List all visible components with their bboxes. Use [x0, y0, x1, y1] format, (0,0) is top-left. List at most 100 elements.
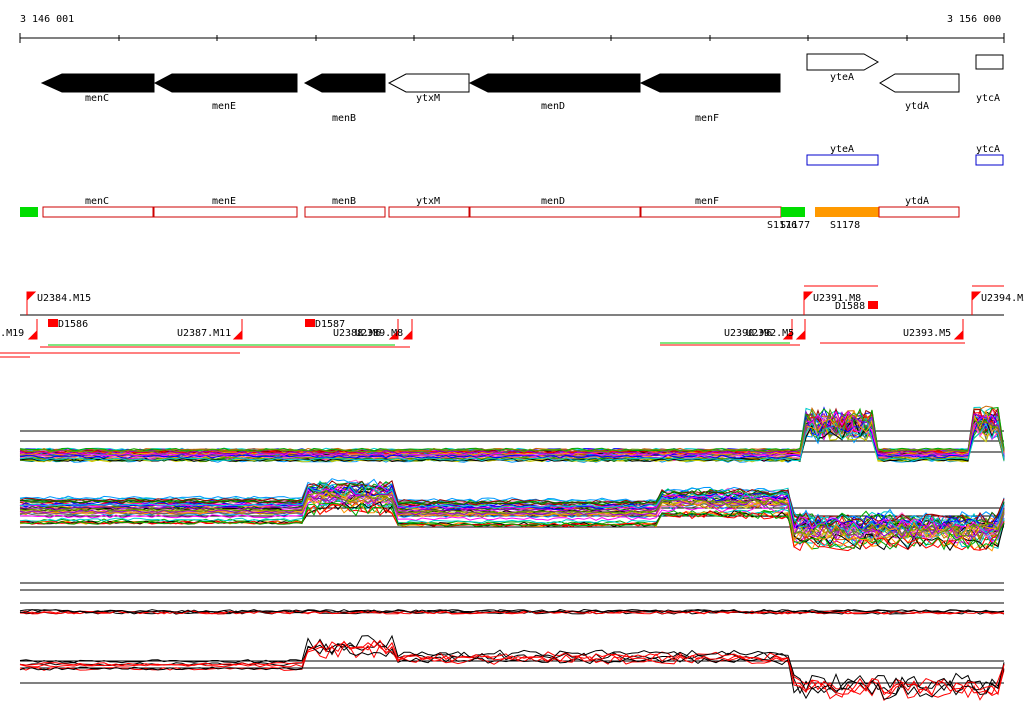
gene-arrow-ytxM[interactable]	[387, 73, 470, 93]
lower-flag-U2390[interactable]	[782, 319, 793, 340]
segment-label-S1176: S1176	[767, 220, 797, 231]
marker-label-U2394: U2394.M5	[981, 293, 1024, 304]
segment-orange[interactable]	[815, 207, 879, 217]
lower-flag-U2389[interactable]	[402, 319, 413, 340]
lower-marker-label-U2392: U2392.M5	[746, 328, 794, 339]
expression-trace	[19, 608, 1005, 613]
transcript-box-menC[interactable]	[42, 206, 154, 218]
gene-label-menF: menF	[695, 113, 719, 124]
blue-feature-track: yteA ytcA	[806, 144, 1004, 166]
expression-trace	[19, 609, 1005, 614]
gene-arrow-menC[interactable]	[40, 73, 155, 93]
expression-trace	[19, 484, 1005, 535]
lower-flag-U2385[interactable]	[27, 319, 38, 340]
gene-label-ytcA: ytcA	[976, 93, 1000, 104]
gene-arrow-ytcA[interactable]	[975, 54, 1004, 70]
segment-label-S1178: S1178	[830, 220, 860, 231]
transcript-box-menE[interactable]	[153, 206, 298, 218]
gene-arrow-yteA[interactable]	[806, 53, 880, 71]
transcript-label-menF: menF	[695, 196, 719, 207]
transcript-label-ytdA: ytdA	[905, 196, 929, 207]
lower-marker-label-U2393: U2393.M5	[903, 328, 951, 339]
expression-panel-3	[19, 582, 1005, 615]
d-marker-D1586[interactable]	[48, 319, 58, 327]
d-marker-label-D1588: D1588	[835, 301, 865, 312]
gene-label-menB: menB	[332, 113, 356, 124]
d-marker-D1587[interactable]	[305, 319, 315, 327]
transcript-label-menD: menD	[541, 196, 565, 207]
gene-arrow-menB[interactable]	[303, 73, 386, 93]
axis-end-label: 3 156 000	[947, 14, 1002, 25]
expression-trace	[19, 481, 1005, 531]
transcript-label-menC: menC	[85, 196, 109, 207]
d-marker-label-D1587: D1587	[315, 319, 345, 330]
gene-arrow-menE[interactable]	[153, 73, 298, 93]
marker-track: U2384.M15 U2391.M8 U2394.M5 D1586 D1587 …	[0, 285, 1024, 358]
segment-green-right[interactable]	[781, 207, 805, 217]
blue-box-label-ytcA: ytcA	[976, 144, 1000, 155]
marker-flag-U2384[interactable]	[26, 291, 37, 315]
expression-trace	[19, 417, 1005, 463]
gene-label-yteA: yteA	[830, 72, 854, 83]
axis-start-label: 3 146 001	[20, 14, 75, 25]
transcript-box-menD[interactable]	[469, 206, 641, 218]
gene-label-ytdA: ytdA	[905, 101, 929, 112]
lower-marker-label-U2385: U2385.M19	[0, 328, 24, 339]
d-marker-label-D1586: D1586	[58, 319, 88, 330]
gene-label-ytxM: ytxM	[416, 93, 440, 104]
gene-label-menE: menE	[212, 101, 236, 112]
blue-box-label-yteA: yteA	[830, 144, 854, 155]
lower-flag-U2387[interactable]	[232, 319, 243, 340]
lower-flag-U2388[interactable]	[388, 319, 399, 340]
expression-trace	[19, 408, 1005, 453]
expression-trace	[19, 489, 1005, 539]
lower-marker-label-U2390: U2390.M6	[724, 328, 772, 339]
coordinate-ruler	[19, 33, 1005, 43]
gene-label-menD: menD	[541, 101, 565, 112]
marker-label-U2384: U2384.M15	[37, 293, 91, 304]
lower-marker-label-U2389: U2389.M8	[355, 328, 403, 339]
expression-trace	[19, 501, 1005, 551]
blue-box-ytcA[interactable]	[975, 154, 1004, 166]
expression-panel-1	[19, 405, 1005, 463]
segment-green-left[interactable]	[20, 207, 38, 217]
expression-trace	[19, 610, 1005, 615]
lower-flag-U2393[interactable]	[953, 319, 964, 340]
expression-trace	[19, 643, 1005, 700]
blue-box-yteA[interactable]	[806, 154, 879, 166]
lower-marker-label-U2387: U2387.M11	[177, 328, 231, 339]
gene-arrow-menF[interactable]	[639, 73, 781, 93]
transcript-track: menC menE menB ytxM menD menF ytdA S1176…	[20, 196, 960, 231]
transcript-box-menF[interactable]	[640, 206, 782, 218]
gene-label-menC: menC	[85, 93, 109, 104]
gene-track: menC menE menB ytxM menD menF yteA ytdA …	[40, 53, 1004, 124]
expression-trace	[19, 634, 1005, 693]
marker-label-U2391: U2391.M8	[813, 293, 861, 304]
transcript-box-menB[interactable]	[304, 206, 386, 218]
marker-flag-U2394[interactable]	[971, 291, 982, 315]
expression-panel-4	[19, 634, 1005, 702]
expression-trace	[19, 410, 1005, 455]
transcript-label-menB: menB	[332, 196, 356, 207]
expression-panel-2	[19, 478, 1005, 552]
segment-label-S1177: S1177	[780, 220, 810, 231]
transcript-box-ytdA[interactable]	[878, 206, 960, 218]
gene-arrow-ytdA[interactable]	[879, 73, 960, 93]
expression-trace	[19, 499, 1005, 549]
expression-trace	[20, 410, 1005, 455]
expression-trace	[19, 489, 1005, 539]
expression-trace	[19, 639, 1005, 695]
gene-arrow-menD[interactable]	[468, 73, 641, 93]
d-marker-D1588[interactable]	[868, 301, 878, 309]
expression-trace	[19, 416, 1005, 462]
transcript-box-ytxM[interactable]	[388, 206, 470, 218]
expression-trace	[19, 639, 1005, 696]
expression-trace	[19, 478, 1005, 528]
lower-marker-label-U2388: U2388.M6	[333, 328, 381, 339]
expression-trace	[19, 491, 1005, 540]
transcript-label-ytxM: ytxM	[416, 196, 440, 207]
marker-flag-U2391[interactable]	[803, 291, 814, 315]
lower-flag-U2392[interactable]	[795, 319, 806, 340]
